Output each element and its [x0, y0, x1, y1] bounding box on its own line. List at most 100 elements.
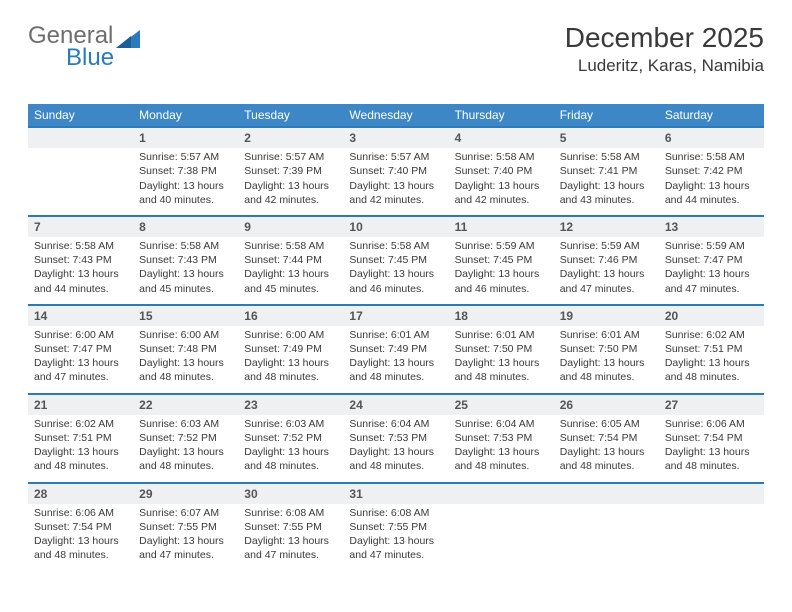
day-header: Saturday: [659, 104, 764, 127]
sunset-text: Sunset: 7:38 PM: [139, 164, 232, 178]
sunrise-text: Sunrise: 5:59 AM: [455, 239, 548, 253]
sunrise-text: Sunrise: 6:00 AM: [34, 328, 127, 342]
day-cell: [28, 148, 133, 216]
data-row: Sunrise: 6:00 AMSunset: 7:47 PMDaylight:…: [28, 326, 764, 394]
day-cell: Sunrise: 6:07 AMSunset: 7:55 PMDaylight:…: [133, 504, 238, 571]
day-cell: Sunrise: 5:58 AMSunset: 7:42 PMDaylight:…: [659, 148, 764, 216]
daylight-text: Daylight: 13 hours and 48 minutes.: [455, 445, 548, 473]
daylight-text: Daylight: 13 hours and 42 minutes.: [349, 179, 442, 207]
sunset-text: Sunset: 7:54 PM: [34, 520, 127, 534]
day-cell: Sunrise: 5:57 AMSunset: 7:38 PMDaylight:…: [133, 148, 238, 216]
daynum-row: 21222324252627: [28, 394, 764, 415]
day-cell: Sunrise: 6:02 AMSunset: 7:51 PMDaylight:…: [28, 415, 133, 483]
sunrise-text: Sunrise: 5:59 AM: [665, 239, 758, 253]
sunset-text: Sunset: 7:49 PM: [244, 342, 337, 356]
day-number: [554, 483, 659, 504]
sunset-text: Sunset: 7:40 PM: [455, 164, 548, 178]
day-number: 6: [659, 127, 764, 148]
sunset-text: Sunset: 7:53 PM: [455, 431, 548, 445]
day-number: 24: [343, 394, 448, 415]
sunset-text: Sunset: 7:55 PM: [139, 520, 232, 534]
sunrise-text: Sunrise: 6:00 AM: [244, 328, 337, 342]
sunset-text: Sunset: 7:51 PM: [34, 431, 127, 445]
data-row: Sunrise: 6:02 AMSunset: 7:51 PM Daylight:…: [28, 415, 764, 483]
day-number: 1: [133, 127, 238, 148]
day-cell: Sunrise: 5:58 AMSunset: 7:41 PMDaylight:…: [554, 148, 659, 216]
daynum-row: 78910111213: [28, 216, 764, 237]
day-number: 7: [28, 216, 133, 237]
sunrise-text: Sunrise: 6:04 AM: [349, 417, 442, 431]
sunrise-text: Sunrise: 6:02 AM: [665, 328, 758, 342]
day-number: 30: [238, 483, 343, 504]
sunset-text: Sunset: 7:55 PM: [349, 520, 442, 534]
calendar-body: 123456Sunrise: 5:57 AMSunset: 7:38 PMDay…: [28, 127, 764, 570]
day-number: 25: [449, 394, 554, 415]
sunrise-text: Sunrise: 6:08 AM: [244, 506, 337, 520]
day-number: 13: [659, 216, 764, 237]
daylight-text: Daylight: 13 hours and 48 minutes.: [139, 356, 232, 384]
sunset-text: Sunset: 7:43 PM: [34, 253, 127, 267]
sunset-text: Sunset: 7:46 PM: [560, 253, 653, 267]
daylight-text: Daylight: 13 hours and 48 minutes.: [349, 356, 442, 384]
logo-stack: General Blue: [28, 22, 140, 72]
daylight-text: Daylight: 13 hours and 47 minutes.: [139, 534, 232, 562]
day-header: Wednesday: [343, 104, 448, 127]
day-cell: Sunrise: 6:04 AMSunset: 7:53 PMDaylight:…: [343, 415, 448, 483]
sunset-text: Sunset: 7:53 PM: [349, 431, 442, 445]
day-number: 20: [659, 305, 764, 326]
day-number: 29: [133, 483, 238, 504]
daylight-text: Daylight: 13 hours and 44 minutes.: [34, 267, 127, 295]
sunrise-text: Sunrise: 5:58 AM: [665, 150, 758, 164]
day-number: 14: [28, 305, 133, 326]
sunset-text: Sunset: 7:48 PM: [139, 342, 232, 356]
day-number: 11: [449, 216, 554, 237]
daylight-text: Daylight: 13 hours and 48 minutes.: [139, 445, 232, 473]
title-block: December 2025 Luderitz, Karas, Namibia: [565, 22, 764, 76]
sunrise-text: Sunrise: 6:04 AM: [455, 417, 548, 431]
sunrise-text: Sunrise: 5:59 AM: [560, 239, 653, 253]
day-number: 3: [343, 127, 448, 148]
daylight-text: Daylight: 13 hours and 44 minutes.: [665, 179, 758, 207]
sunrise-text: Sunrise: 5:58 AM: [139, 239, 232, 253]
day-cell: [554, 504, 659, 571]
daynum-row: 14151617181920: [28, 305, 764, 326]
sunset-text: Sunset: 7:45 PM: [349, 253, 442, 267]
sunset-text: Sunset: 7:47 PM: [34, 342, 127, 356]
day-number: 10: [343, 216, 448, 237]
sunrise-text: Sunrise: 6:07 AM: [139, 506, 232, 520]
data-row: Sunrise: 5:58 AMSunset: 7:43 PMDaylight:…: [28, 237, 764, 305]
month-title: December 2025: [565, 22, 764, 54]
calendar-head: SundayMondayTuesdayWednesdayThursdayFrid…: [28, 104, 764, 127]
day-number: 2: [238, 127, 343, 148]
daylight-text: Daylight: 13 hours and 48 minutes.: [349, 445, 442, 473]
day-cell: Sunrise: 5:58 AMSunset: 7:44 PMDaylight:…: [238, 237, 343, 305]
sunrise-text: Sunrise: 5:57 AM: [244, 150, 337, 164]
day-number: 28: [28, 483, 133, 504]
day-cell: Sunrise: 5:58 AMSunset: 7:45 PMDaylight:…: [343, 237, 448, 305]
day-cell: Sunrise: 6:02 AMSunset: 7:51 PMDaylight:…: [659, 326, 764, 394]
day-number: 23: [238, 394, 343, 415]
day-cell: Sunrise: 6:06 AMSunset: 7:54 PMDaylight:…: [659, 415, 764, 483]
day-cell: Sunrise: 5:59 AMSunset: 7:45 PMDaylight:…: [449, 237, 554, 305]
sunrise-text: Sunrise: 6:03 AM: [139, 417, 232, 431]
daylight-text: Daylight: 13 hours and 48 minutes.: [665, 445, 758, 473]
sunset-text: Sunset: 7:51 PM: [665, 342, 758, 356]
day-cell: Sunrise: 6:01 AMSunset: 7:50 PMDaylight:…: [554, 326, 659, 394]
day-cell: Sunrise: 6:00 AMSunset: 7:49 PMDaylight:…: [238, 326, 343, 394]
sunrise-text: Sunrise: 5:58 AM: [34, 239, 127, 253]
sunset-text: Sunset: 7:41 PM: [560, 164, 653, 178]
location: Luderitz, Karas, Namibia: [565, 56, 764, 76]
sunset-text: Sunset: 7:50 PM: [455, 342, 548, 356]
daylight-text: Daylight: 13 hours and 42 minutes.: [455, 179, 548, 207]
day-cell: Sunrise: 6:03 AMSunset: 7:52 PMDaylight:…: [238, 415, 343, 483]
sunrise-text: Sunrise: 6:02 AM: [34, 417, 127, 431]
day-number: 16: [238, 305, 343, 326]
daylight-text: Daylight: 13 hours and 42 minutes.: [244, 179, 337, 207]
sunrise-text: Sunrise: 6:08 AM: [349, 506, 442, 520]
sunrise-text: Sunrise: 6:03 AM: [244, 417, 337, 431]
logo-triangle-icon: [116, 28, 140, 55]
daynum-row: 123456: [28, 127, 764, 148]
sunrise-text: Sunrise: 5:58 AM: [455, 150, 548, 164]
day-cell: Sunrise: 6:04 AMSunset: 7:53 PMDaylight:…: [449, 415, 554, 483]
sunset-text: Sunset: 7:54 PM: [665, 431, 758, 445]
